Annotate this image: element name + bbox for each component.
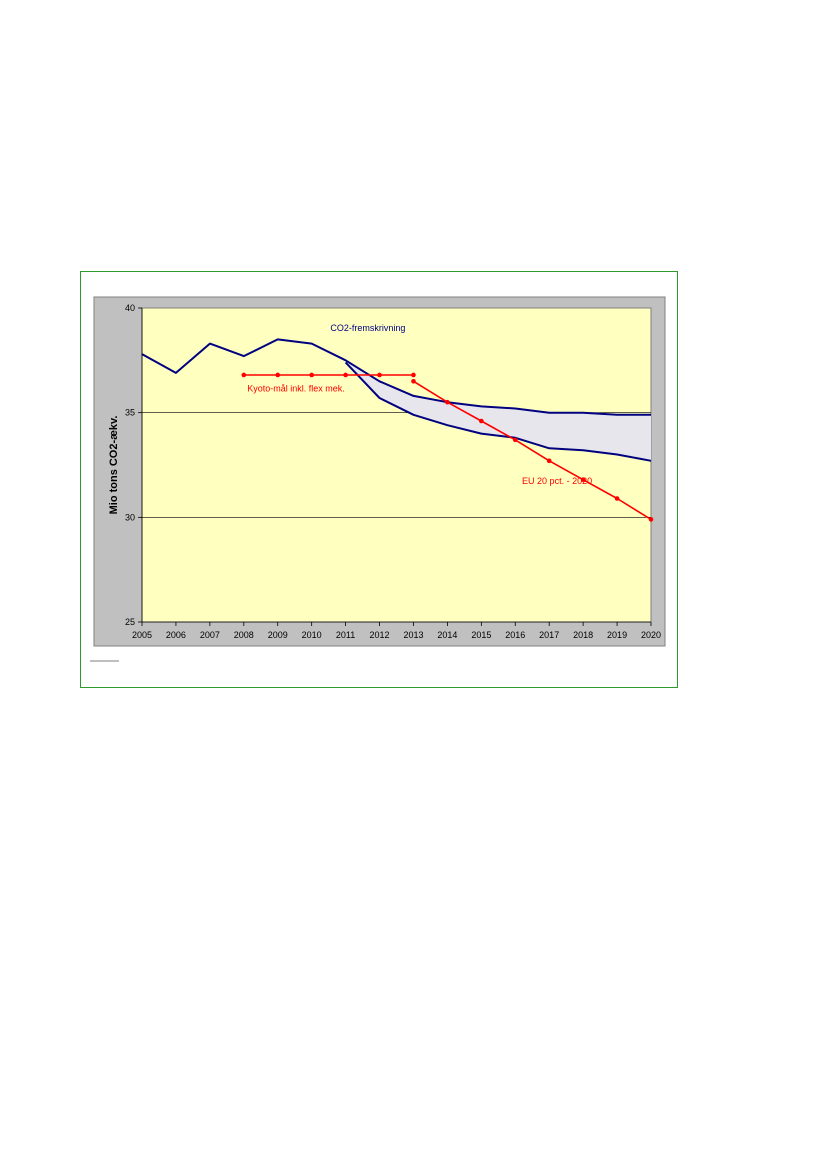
x-tick-label-2015: 2015	[471, 630, 491, 640]
x-tick-label-2019: 2019	[607, 630, 627, 640]
series-line-eu-target	[413, 380, 652, 521]
marker-eu-target-2020	[648, 517, 654, 522]
series-line-projection-lower	[344, 361, 652, 462]
plot-area	[141, 307, 652, 623]
marker-eu-target-2017	[546, 458, 552, 464]
projection-band-fill	[345, 360, 651, 461]
marker-eu-target-2014	[445, 399, 450, 405]
x-tick-label-2012: 2012	[370, 630, 390, 640]
marker-kyoto-target-2008	[241, 372, 247, 378]
x-tick-label-2009: 2009	[268, 630, 288, 640]
tick-labels: 25 30 35 40 2005 2006 2007 2008 2009 2010 2011 2012…	[125, 303, 661, 640]
series-markers	[241, 372, 654, 522]
marker-kyoto-target-2009	[275, 372, 281, 378]
series-line-projection-upper	[141, 338, 651, 416]
marker-kyoto-target-2011	[343, 372, 348, 378]
x-tick-label-2018: 2018	[573, 630, 593, 640]
x-tick-label-2016: 2016	[505, 630, 525, 640]
marker-eu-target-2016	[512, 437, 518, 443]
x-tick-label-2014: 2014	[437, 630, 457, 640]
annotation-label-0: CO2-fremskrivning	[330, 323, 405, 333]
y-tick-label-35: 35	[125, 408, 135, 418]
projection-band	[345, 360, 651, 461]
x-tick-label-2017: 2017	[539, 630, 559, 640]
marker-kyoto-target-2010	[309, 372, 314, 378]
y-tick-label-25: 25	[125, 617, 135, 627]
x-tick-label-2020: 2020	[641, 630, 661, 640]
x-tick-label-2010: 2010	[302, 630, 322, 640]
marker-kyoto-target-2013	[411, 372, 416, 378]
marker-eu-target-2019	[614, 496, 620, 501]
y-axis-title: Mio tons CO2-ækv.	[108, 416, 120, 515]
series-lines	[141, 338, 652, 521]
marker-kyoto-target-2012	[377, 372, 382, 378]
marker-eu-target-2015	[479, 418, 484, 424]
y-tick-label-40: 40	[125, 303, 135, 313]
marker-eu-target-2013	[411, 378, 416, 384]
x-tick-label-2011: 2011	[336, 630, 355, 640]
x-tick-label-2013: 2013	[403, 630, 423, 640]
axes	[138, 307, 652, 626]
x-tick-label-2007: 2007	[200, 630, 220, 640]
annotation-label-2: EU 20 pct. - 2020	[522, 476, 592, 486]
marker-eu-target-2018	[580, 477, 586, 482]
y-tick-label-30: 30	[125, 512, 135, 522]
annotation-label-1: Kyoto-mål inkl. flex mek.	[247, 384, 345, 394]
x-tick-label-2006: 2006	[166, 630, 186, 640]
x-tick-label-2005: 2005	[132, 630, 152, 640]
annotations: CO2-fremskrivning Kyoto-mål inkl. flex me…	[247, 323, 592, 486]
x-tick-label-2008: 2008	[234, 630, 254, 640]
